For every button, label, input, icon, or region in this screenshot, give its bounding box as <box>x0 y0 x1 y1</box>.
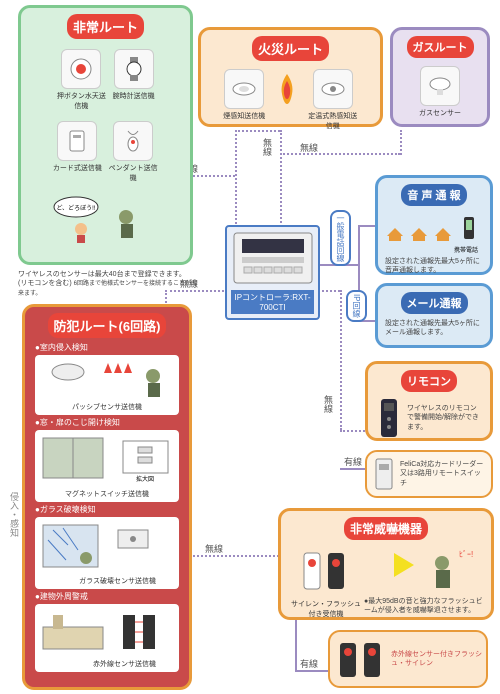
side-label: 侵入・感知 <box>8 492 21 537</box>
svg-text:ﾋﾞｰ!: ﾋﾞｰ! <box>459 550 473 559</box>
card-box: FeliCa対応カードリーダー又は3路用リモートスイッチ <box>365 450 493 498</box>
remote-title: リモコン <box>401 370 457 392</box>
svg-text:ど、どろぼう!!: ど、どろぼう!! <box>56 204 95 212</box>
voice-title: 音 声 通 報 <box>401 184 466 206</box>
gas-box: ガスルート ガスセンサー <box>390 27 490 127</box>
remote-icon <box>375 397 403 439</box>
conn-wireless: 無線 <box>322 395 335 413</box>
illustration: ど、どろぼう!! <box>25 189 186 246</box>
sec-magnet: 拡大図 マグネットスイッチ送信機 <box>35 430 179 502</box>
cardreader-icon <box>371 456 397 492</box>
device-heat: 定温式熱感知送信機 <box>308 69 358 131</box>
emergency-title: 非常ルート <box>67 14 144 39</box>
gas-title: ガスルート <box>407 36 474 58</box>
alarm-box: 非常威嚇機器 サイレン・フラッシュ付き受信機 ﾋﾞｰ! ●最大95dBの音と強力… <box>278 508 494 620</box>
phone-line-label: 一般電話回線 <box>330 210 351 266</box>
mail-box: メール通報 設定された通報先最大5ヶ所にメール通報します。 <box>375 283 493 348</box>
voice-icons: 携帯電話 <box>382 211 486 254</box>
ir-box: 赤外線センサー付きフラッシュ・サイレン <box>328 630 488 688</box>
device-pendant: ペンダント送信機 <box>108 121 158 183</box>
remote-box: リモコン ワイヤレスのリモコンで警備開始/解除ができます。 <box>365 361 493 441</box>
device-gas: ガスセンサー <box>419 66 461 118</box>
device-card: カード式送信機 <box>53 121 102 173</box>
mail-title: メール通報 <box>401 292 468 314</box>
line <box>280 130 282 235</box>
security-title: 防犯ルート(6回路) <box>48 313 167 338</box>
line <box>400 130 402 155</box>
conn-wired: 有線 <box>344 455 362 468</box>
device-watch: 腕時計送信機 <box>113 49 155 101</box>
emergency-box: 非常ルート 押ボタン水天送信機 腕時計送信機 カード式送信機 ペンダント送信機 … <box>18 5 193 265</box>
line <box>280 153 400 155</box>
line <box>340 290 342 430</box>
security-box: 防犯ルート(6回路) ●室内侵入検知 パッシブセンサ送信機 ●窓・扉のこじ開け検… <box>22 304 192 690</box>
emergency-notes: ワイヤレスのセンサーは最大40台まで登録できます。 (リモコンを含む) 6回路ま… <box>18 270 198 299</box>
voice-box: 音 声 通 報 携帯電話 設定された通報先最大5ヶ所に音声通報します。 <box>375 175 493 275</box>
conn-wireless: 無線 <box>300 141 318 154</box>
device-smoke: 煙感知送信機 <box>223 69 265 121</box>
conn-wireless: 無線 <box>205 542 223 555</box>
ip-line-label: IP回線 <box>346 290 367 322</box>
flame-icon <box>272 69 302 111</box>
line <box>295 670 330 672</box>
device-button: 押ボタン水天送信機 <box>56 49 106 111</box>
sec-passive: パッシブセンサ送信機 <box>35 355 179 415</box>
line <box>340 468 365 470</box>
sec-ir: 赤外線センサ送信機 <box>35 604 179 672</box>
alarm-illustration: ﾋﾞｰ! ●最大95dBの音と強力なフラッシュビームが侵入者を威嚇撃退させます。 <box>364 545 484 619</box>
svg-text:拡大図: 拡大図 <box>136 475 154 483</box>
sec-glass: ガラス破壊センサ送信機 <box>35 517 179 589</box>
alarm-title: 非常威嚇機器 <box>344 517 428 540</box>
line <box>340 430 365 432</box>
controller-icon <box>232 231 314 286</box>
fire-box: 火災ルート 煙感知送信機 定温式熱感知送信機 <box>198 27 383 127</box>
controller: IPコントローラ:RXT-700CTI <box>225 225 320 320</box>
conn-wireless: 無線 <box>261 138 274 156</box>
fire-title: 火災ルート <box>252 36 329 61</box>
ir-device-icon <box>334 637 388 681</box>
conn-wired: 有線 <box>300 657 318 670</box>
alarm-device: サイレン・フラッシュ付き受信機 <box>288 545 364 619</box>
